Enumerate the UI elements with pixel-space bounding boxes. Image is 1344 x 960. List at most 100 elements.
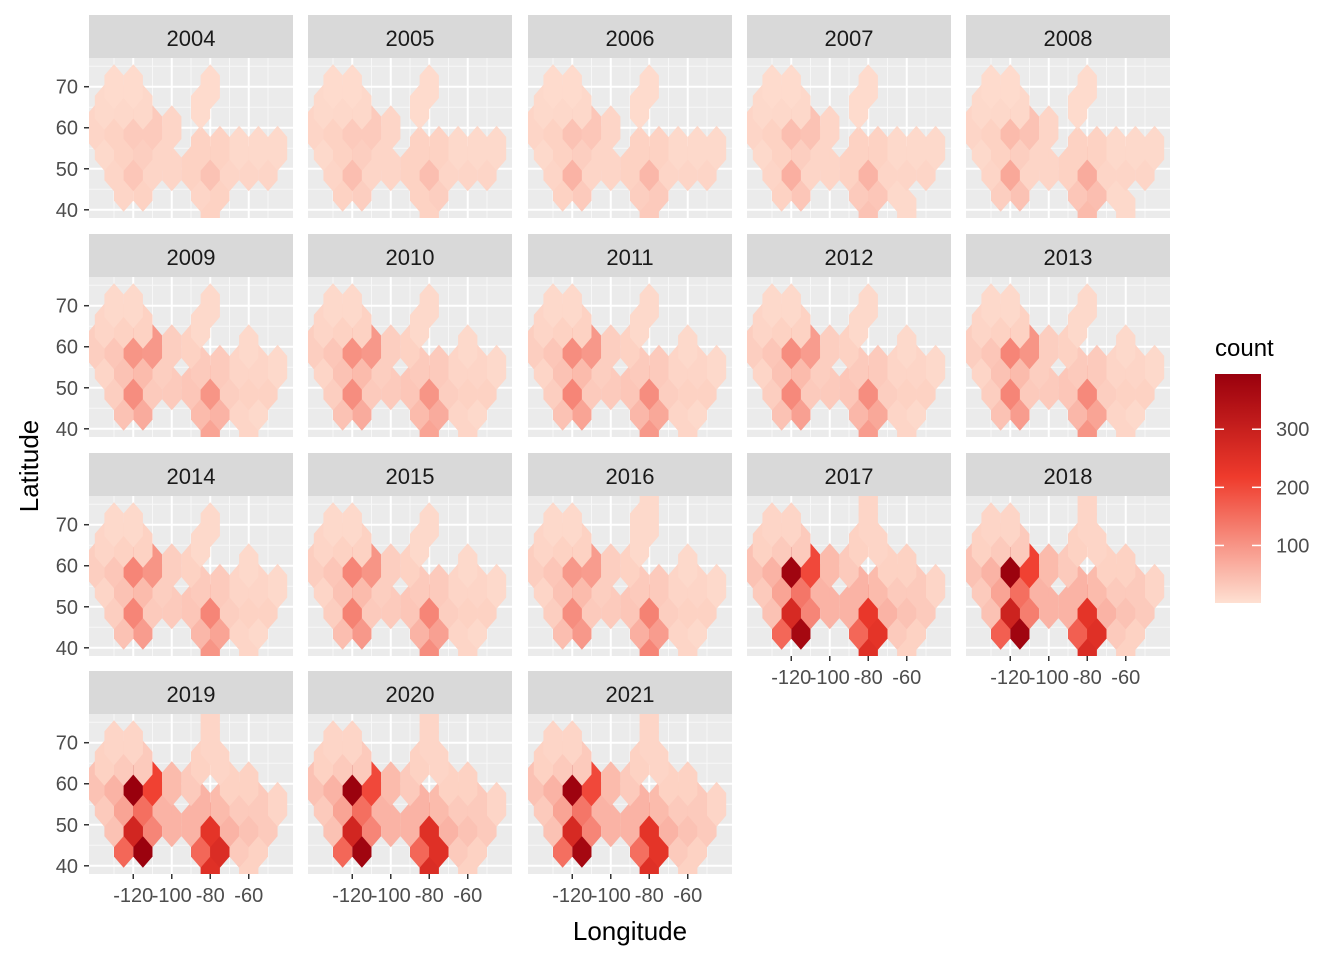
facet-label: 2014 — [167, 464, 216, 489]
hex-bin — [448, 125, 468, 171]
hex-bin — [1077, 496, 1097, 527]
facet-label: 2010 — [386, 245, 435, 270]
hex-bin — [820, 324, 840, 370]
hex-bin — [342, 283, 362, 329]
hex-bin — [162, 543, 182, 589]
hex-bin — [707, 781, 727, 827]
hex-bin — [1000, 64, 1020, 110]
facet-strip — [528, 671, 732, 714]
facet-panel: 2019 40 50 60 70 -120-100 -80 -60 — [56, 671, 293, 907]
hex-bin — [487, 781, 507, 827]
x-tick-label: -60 — [673, 885, 702, 907]
hex-bins — [966, 496, 1165, 656]
hex-bin — [543, 502, 563, 548]
hex-bin — [200, 64, 220, 110]
facet-panel: 2018 -120-100 -80 -60 — [966, 453, 1170, 689]
hex-bin — [268, 125, 288, 171]
x-tick-label: -100 — [591, 885, 631, 907]
hex-bin — [229, 125, 249, 171]
hex-bin — [419, 283, 439, 329]
hex-bin — [381, 761, 401, 807]
hex-bin — [210, 344, 230, 390]
hex-bin — [678, 543, 698, 589]
facet-label: 2009 — [167, 245, 216, 270]
hex-bin — [419, 714, 439, 745]
hex-bin — [926, 563, 946, 609]
hex-bin — [707, 125, 727, 171]
hex-bin — [562, 283, 582, 329]
y-tick-label: 50 — [56, 378, 78, 400]
hex-bin — [381, 543, 401, 589]
hex-bin — [668, 125, 688, 171]
hex-bin — [762, 502, 782, 548]
hex-bin — [487, 125, 507, 171]
x-tick-label: -120 — [552, 885, 592, 907]
hex-bins — [528, 714, 727, 874]
hex-bin — [381, 324, 401, 370]
hex-bin — [649, 563, 669, 609]
y-tick-label: 50 — [56, 597, 78, 619]
facet-panel: 2009 40 50 60 70 — [56, 234, 293, 441]
hex-bin — [781, 64, 801, 110]
hex-bins — [528, 64, 727, 218]
facet-panel: 2010 — [308, 234, 512, 437]
hex-bin — [1145, 344, 1165, 390]
facet-panel: 2011 — [528, 234, 732, 437]
x-tick-label: -60 — [234, 885, 263, 907]
facet-strip — [308, 234, 512, 277]
y-tick-label: 40 — [56, 200, 78, 222]
hex-bins — [528, 496, 727, 656]
y-tick-label: 40 — [56, 419, 78, 441]
hex-bin — [104, 283, 124, 329]
hex-bin — [601, 105, 621, 151]
hex-bin — [1077, 283, 1097, 329]
hex-bin — [887, 125, 907, 171]
facet-strip — [89, 234, 293, 277]
hex-bin — [649, 125, 669, 171]
hex-bin — [268, 344, 288, 390]
hex-bin — [868, 125, 888, 171]
facet-label: 2017 — [825, 464, 874, 489]
hex-bins — [89, 64, 288, 218]
facet-label: 2011 — [606, 245, 653, 270]
hex-bin — [926, 344, 946, 390]
hex-bin — [467, 125, 487, 171]
hex-bin — [458, 761, 478, 807]
facet-panel: 2013 — [966, 234, 1170, 437]
facet-label: 2007 — [825, 26, 874, 51]
hex-bin — [639, 283, 659, 329]
hex-bin — [410, 125, 430, 171]
hex-bin — [342, 720, 362, 766]
hex-bin — [487, 563, 507, 609]
hex-bin — [200, 714, 220, 745]
facet-label: 2006 — [606, 26, 655, 51]
legend: count 100 200 300 — [1215, 335, 1309, 603]
hex-bin — [687, 125, 707, 171]
hex-bin — [601, 761, 621, 807]
hex-bins — [747, 283, 946, 437]
hex-bin — [601, 324, 621, 370]
hex-bins — [89, 283, 288, 437]
facet-panels: 2004 40 50 60 70 2005 2006 2007 2008 2009 40 50 60 70… — [56, 15, 1170, 907]
hex-bin — [239, 324, 259, 370]
hex-bin — [678, 761, 698, 807]
hex-bin — [1145, 125, 1165, 171]
y-tick-label: 70 — [56, 733, 78, 755]
facet-label: 2008 — [1044, 26, 1093, 51]
hex-bin — [562, 720, 582, 766]
x-tick-label: -80 — [415, 885, 444, 907]
x-tick-label: -60 — [453, 885, 482, 907]
hex-bin — [762, 283, 782, 329]
hex-bin — [649, 344, 669, 390]
x-tick-label: -100 — [371, 885, 411, 907]
facet-strip — [747, 15, 951, 58]
hex-bin — [1145, 563, 1165, 609]
hex-bin — [1039, 543, 1059, 589]
facet-strip — [89, 453, 293, 496]
legend-label: 300 — [1276, 419, 1309, 441]
x-tick-label: -60 — [892, 667, 921, 689]
facet-label: 2018 — [1044, 464, 1093, 489]
hex-bin — [630, 125, 650, 171]
hex-bin — [858, 64, 878, 110]
